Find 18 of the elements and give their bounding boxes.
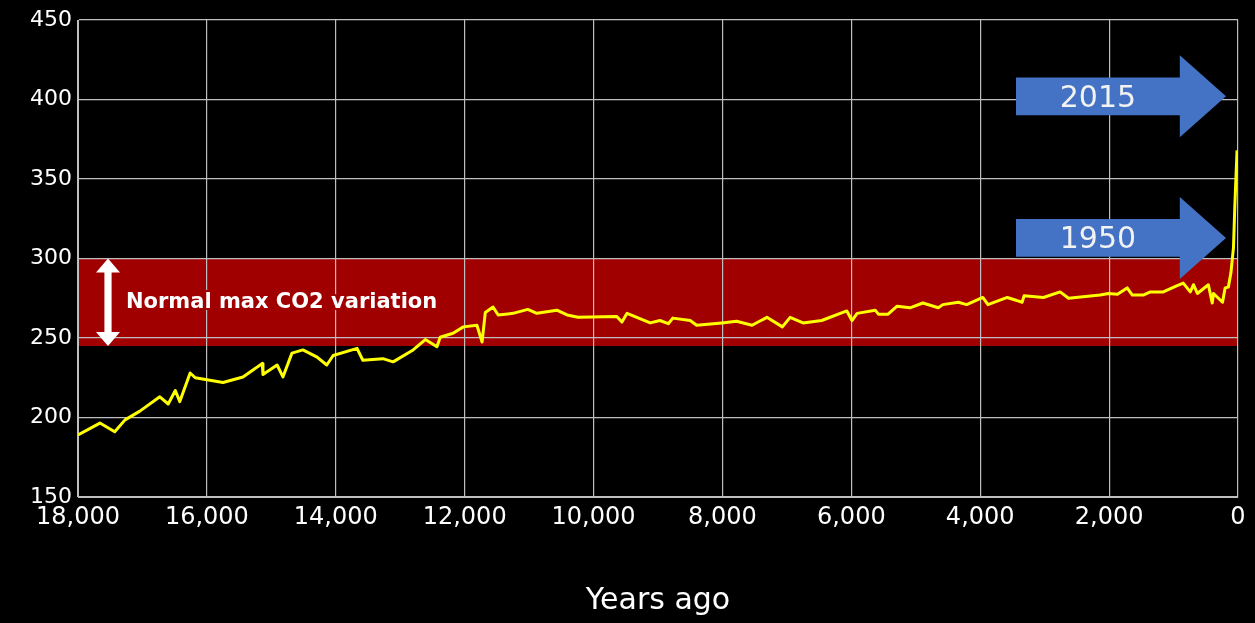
x-tick-label: 10,000	[551, 501, 636, 530]
x-tick-label: 6,000	[816, 501, 886, 530]
x-tick-label: 12,000	[422, 501, 507, 530]
y-tick-label: 250	[30, 323, 72, 349]
x-tick-label: 16,000	[164, 501, 249, 530]
annotation: 2015	[1058, 78, 1138, 114]
x-axis-title: Years ago	[584, 580, 731, 616]
y-tick-label: 450	[30, 5, 72, 31]
x-tick-label: 4,000	[945, 501, 1015, 530]
y-tick-label: 400	[30, 85, 72, 111]
y-tick-label: 200	[30, 403, 72, 429]
annotation: 1950	[1058, 220, 1138, 256]
x-tick-label: 14,000	[293, 501, 378, 530]
y-tick-label: 350	[30, 164, 72, 190]
x-tick-label: 2,000	[1074, 501, 1144, 530]
x-tick-label: 8,000	[688, 501, 757, 530]
x-tick-label: 0	[1230, 501, 1246, 530]
y-tick-label: 300	[30, 244, 72, 270]
